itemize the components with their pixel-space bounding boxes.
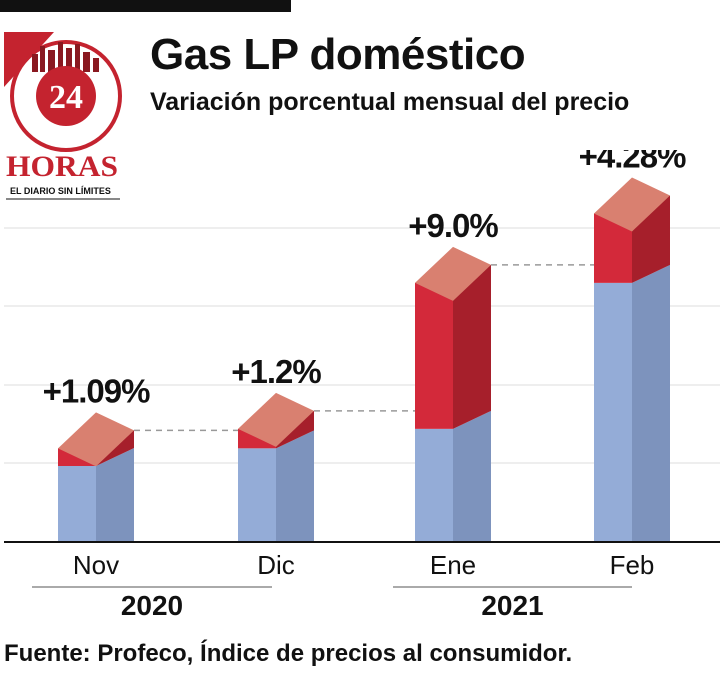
bar-increment-side <box>276 410 314 449</box>
bar-increment-front <box>415 282 453 429</box>
category-label: Dic <box>257 550 295 580</box>
logo-skyline <box>32 42 99 72</box>
category-label: Feb <box>610 550 655 580</box>
logo-number: 24 <box>49 79 83 116</box>
logo-badge <box>36 66 96 126</box>
bar-increment-side <box>453 264 491 429</box>
24-horas-logo: 24 HORAS EL DIARIO SIN LÍMITES <box>4 32 122 200</box>
year-label: 2021 <box>481 590 543 620</box>
bar-base-front <box>58 466 96 542</box>
bar-top <box>594 177 670 232</box>
year-label: 2020 <box>121 590 183 620</box>
bar-base-side <box>632 264 670 542</box>
bar-base-side <box>96 448 134 542</box>
bar-top <box>415 246 491 301</box>
bar-base-side <box>453 410 491 542</box>
bar-base-front <box>415 428 453 542</box>
chart-subtitle: Variación porcentual mensual del precio <box>150 88 630 116</box>
logo-ring <box>10 40 122 152</box>
bar-top <box>58 412 134 467</box>
bar-ene: +9.0% Ene <box>408 207 499 580</box>
bar-top <box>238 392 314 447</box>
bar-feb: +4.28% Feb <box>579 150 687 580</box>
bar-chart: +1.09% Nov +1.2% Dic +9.0% Ene +4.28% Feb 2020 20… <box>4 150 720 620</box>
category-label: Ene <box>430 550 476 580</box>
source-note: Fuente: Profeco, Índice de precios al co… <box>4 640 573 667</box>
logo-brand: HORAS <box>6 150 118 183</box>
bar-base-front <box>238 448 276 542</box>
logo-tagline: EL DIARIO SIN LÍMITES <box>10 186 111 196</box>
value-label: +1.09% <box>43 372 150 409</box>
top-bar <box>0 0 291 12</box>
value-label: +9.0% <box>408 207 498 244</box>
bar-dic: +1.2% Dic <box>231 353 322 580</box>
bar-nov: +1.09% Nov <box>43 372 151 580</box>
chart-title: Gas LP doméstico <box>150 30 526 79</box>
category-label: Nov <box>73 550 119 580</box>
bar-base-front <box>594 282 632 542</box>
value-label: +1.2% <box>231 353 321 390</box>
bar-base-side <box>276 430 314 542</box>
value-label: +4.28% <box>579 150 686 174</box>
